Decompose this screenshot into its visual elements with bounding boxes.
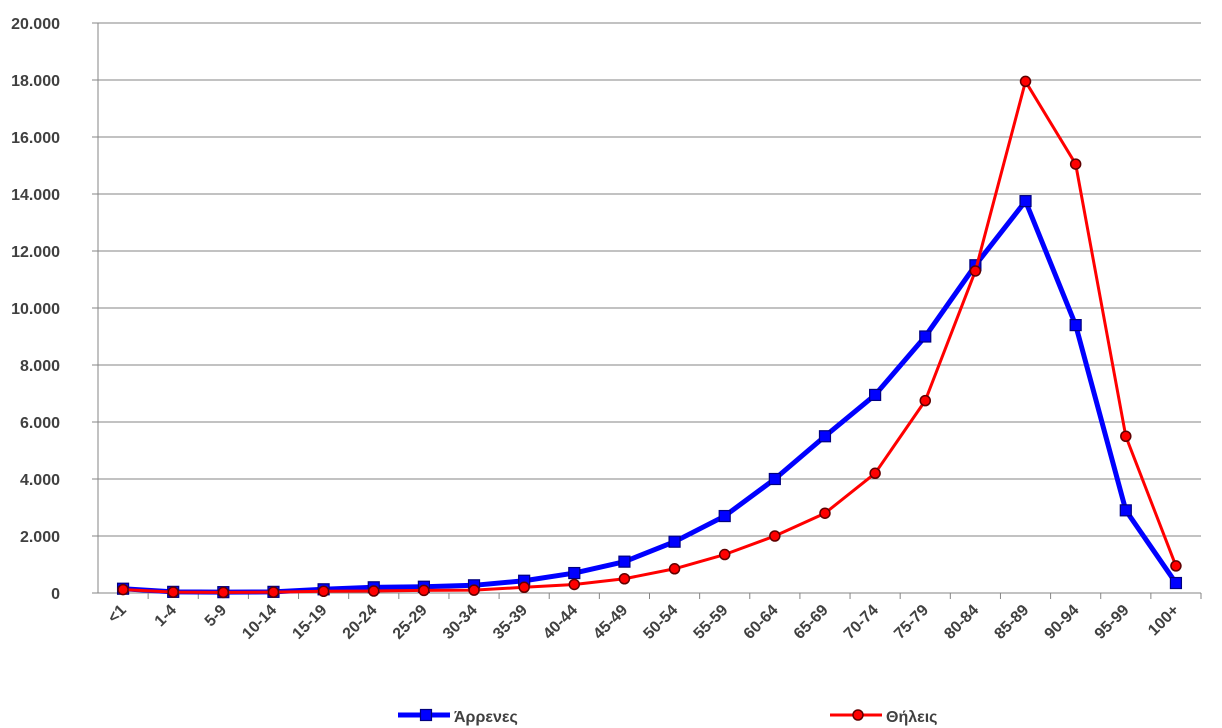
legend-label: Θήλεις: [886, 709, 937, 726]
point: [668, 563, 681, 575]
y-tick-label: 8.000: [20, 358, 60, 375]
point: [869, 467, 881, 480]
legend-label: Άρρενες: [454, 709, 518, 726]
x-tick-label: 55-59: [691, 602, 732, 643]
point: [1019, 75, 1032, 88]
y-tick-label: 12.000: [11, 244, 60, 261]
point: [668, 535, 681, 548]
x-tick-label: 100+: [1145, 602, 1183, 640]
x-tick-label: 30-34: [440, 602, 481, 643]
y-tick-label: 4.000: [20, 472, 60, 489]
y-tick-label: 10.000: [11, 301, 60, 318]
point: [217, 586, 230, 599]
y-tick-label: 6.000: [20, 415, 60, 432]
point: [1019, 195, 1032, 208]
point: [769, 530, 781, 542]
point: [117, 583, 129, 596]
point: [418, 584, 430, 597]
point: [768, 472, 781, 486]
point: [618, 555, 631, 568]
point: [1069, 158, 1082, 170]
point: [718, 548, 731, 561]
x-tick-label: 85-89: [991, 602, 1032, 643]
point: [1119, 504, 1132, 517]
x-tick-label: 1-4: [152, 602, 180, 630]
x-tick-label: 40-44: [540, 602, 581, 643]
y-tick-label: 14.000: [11, 187, 60, 204]
point: [1069, 319, 1082, 332]
point: [618, 573, 631, 585]
x-tick-label: 15-19: [289, 602, 330, 643]
x-tick-label: 10-14: [239, 602, 280, 643]
x-tick-label: 50-54: [640, 602, 681, 643]
point: [818, 430, 832, 443]
x-tick-label: 20-24: [340, 602, 381, 643]
x-tick-label: 60-64: [741, 602, 782, 643]
point: [1170, 560, 1182, 572]
point: [468, 584, 480, 596]
y-tick-label: 16.000: [11, 130, 60, 147]
point: [518, 581, 530, 594]
point: [267, 586, 280, 598]
legend-marker: [852, 709, 864, 721]
line: [122, 198, 1178, 595]
legend-marker: [419, 708, 433, 722]
x-tick-label: 95-99: [1092, 602, 1133, 643]
point: [368, 585, 380, 597]
x-tick-label: 90-94: [1042, 602, 1083, 643]
point: [869, 388, 882, 402]
point: [1120, 430, 1132, 442]
point: [568, 578, 581, 591]
y-tick-label: 0: [51, 586, 60, 603]
point: [718, 509, 731, 523]
point: [819, 507, 831, 519]
x-tick-label: 25-29: [390, 602, 431, 643]
y-tick-label: 2.000: [20, 529, 60, 546]
point: [568, 566, 581, 580]
y-tick-label: 18.000: [11, 73, 60, 90]
x-tick-label: 45-49: [590, 602, 631, 643]
x-tick-label: 80-84: [941, 602, 982, 643]
point: [1169, 576, 1183, 590]
point: [317, 585, 330, 598]
x-tick-label: 35-39: [490, 602, 531, 643]
point: [919, 330, 932, 343]
line: [122, 79, 1178, 594]
x-tick-label: 5-9: [202, 602, 230, 630]
x-tick-label: 65-69: [791, 602, 832, 643]
point: [167, 586, 179, 598]
point: [919, 394, 931, 407]
x-tick-label: <1: [105, 602, 130, 627]
y-tick-label: 20.000: [11, 16, 60, 33]
point: [969, 265, 982, 277]
x-tick-label: 70-74: [841, 602, 882, 643]
x-tick-label: 75-79: [891, 602, 932, 643]
